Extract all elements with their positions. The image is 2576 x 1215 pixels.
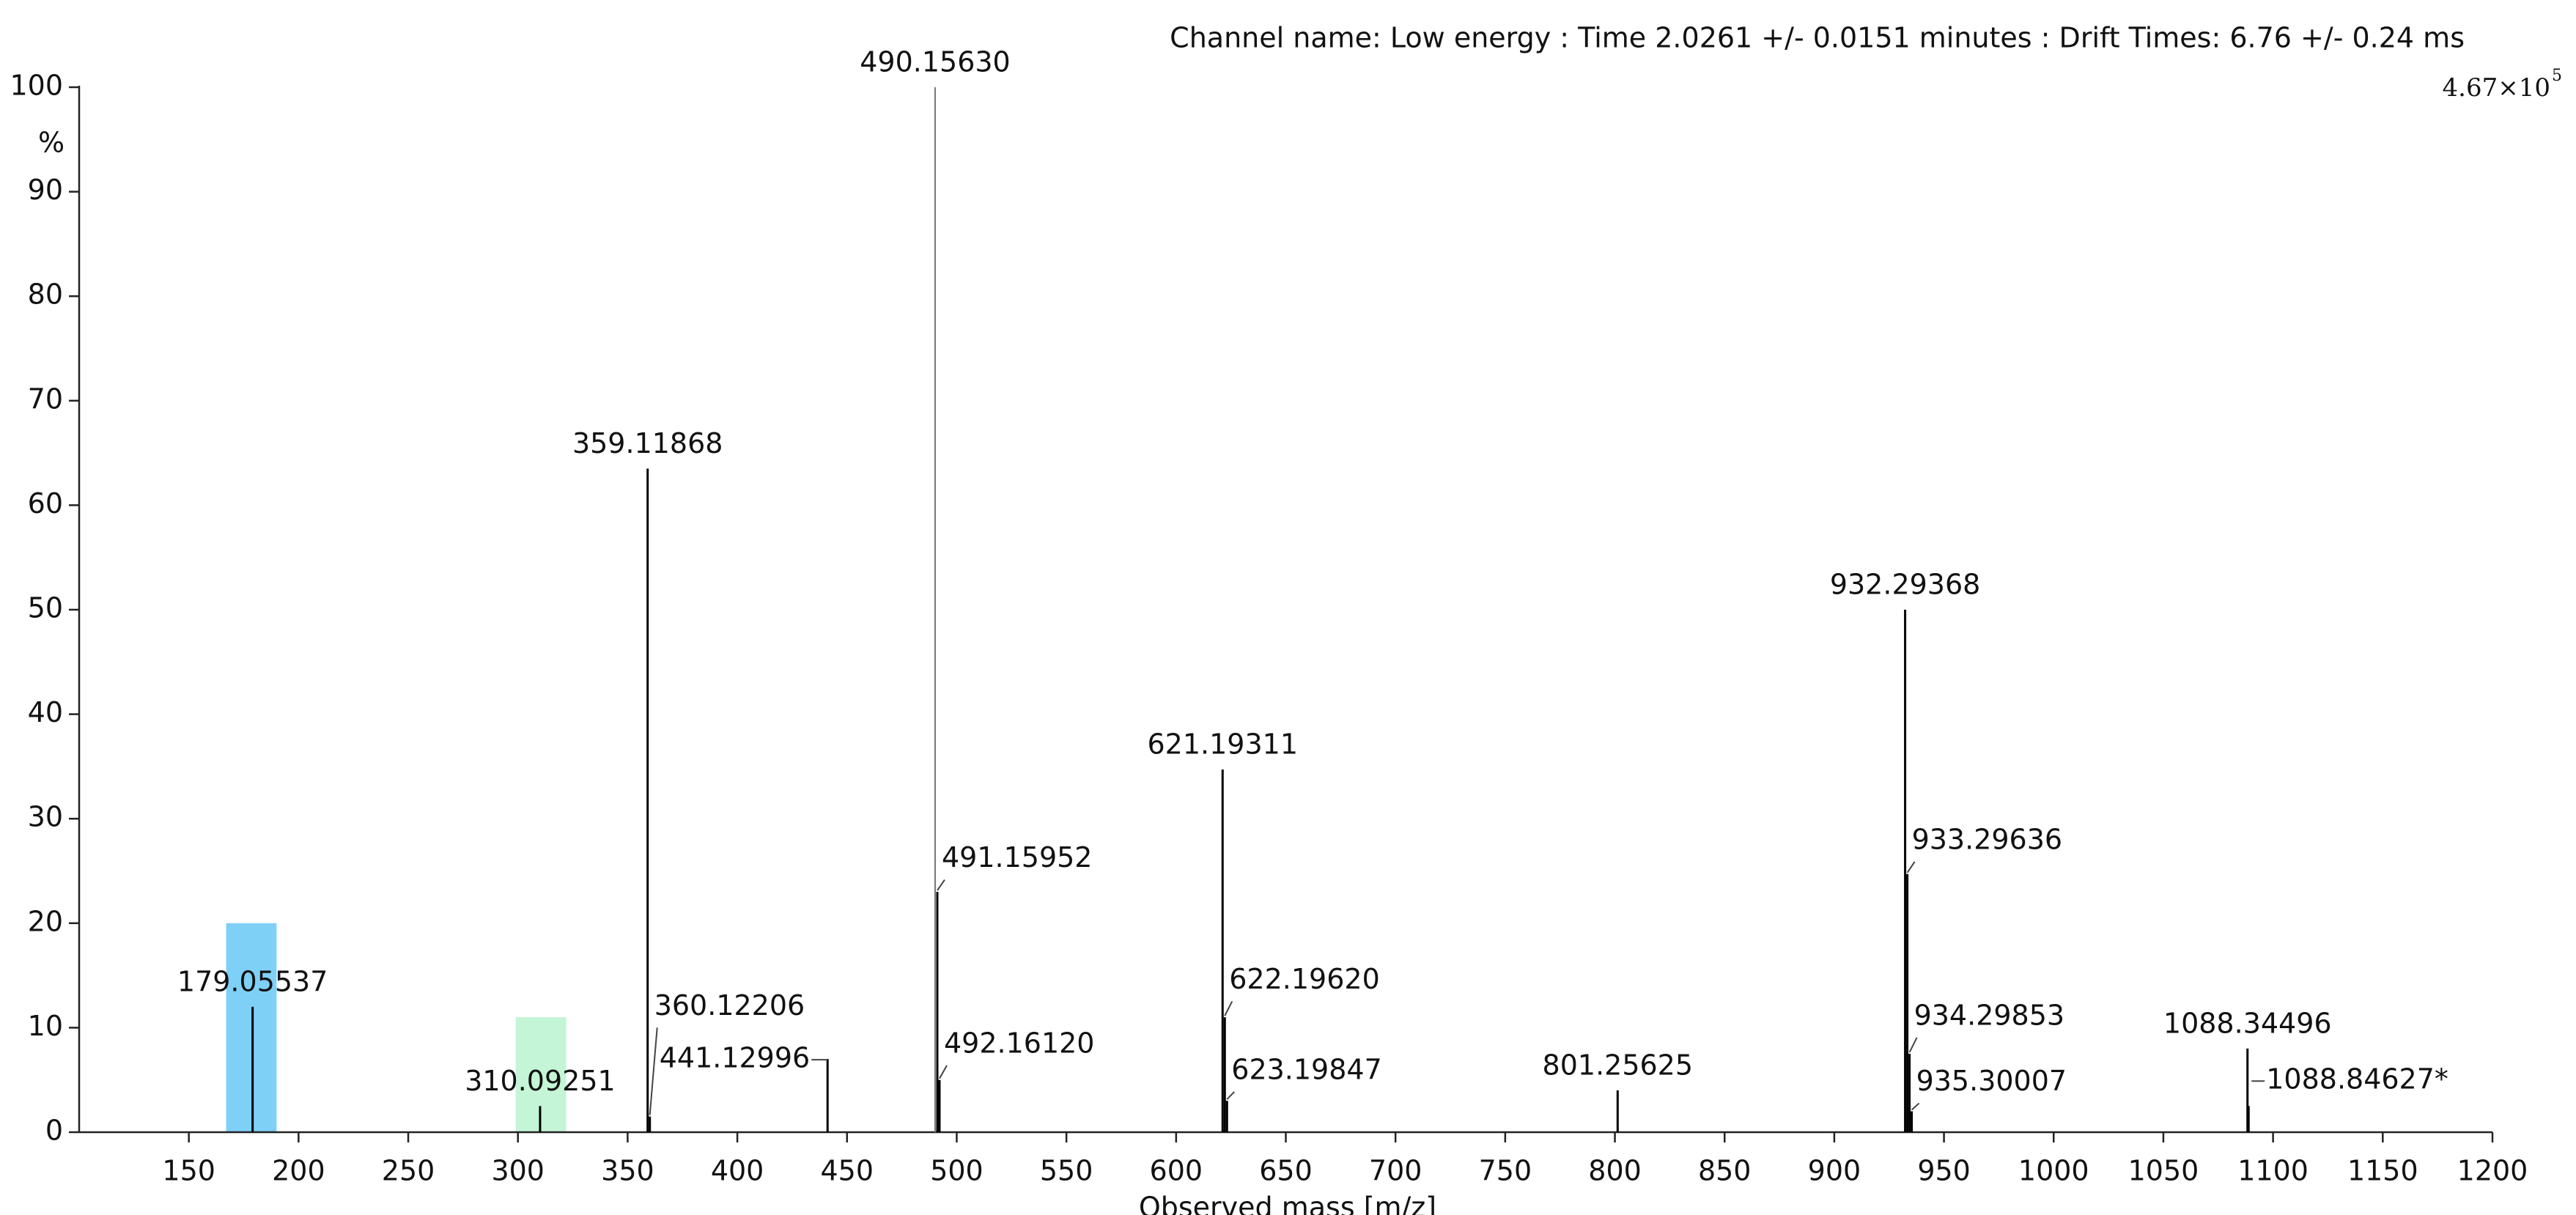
peak-label: 441.12996: [660, 1042, 811, 1074]
peak-label: 935.30007: [1916, 1065, 2067, 1097]
x-tick-label: 450: [821, 1155, 874, 1187]
chart-title: Channel name: Low energy : Time 2.0261 +…: [1170, 22, 2465, 54]
peak-label: 621.19311: [1148, 728, 1299, 761]
leader: [1911, 1102, 1920, 1111]
y-tick-label: 100: [10, 70, 63, 102]
x-tick-label: 150: [162, 1155, 215, 1187]
x-axis-label: Observed mass [m/z]: [1139, 1192, 1436, 1215]
leader: [1224, 1001, 1233, 1016]
peak-label: 801.25625: [1543, 1049, 1694, 1081]
x-tick-label: 1050: [2128, 1155, 2199, 1187]
x-tick-label: 250: [382, 1155, 435, 1187]
x-tick-label: 1100: [2237, 1155, 2309, 1187]
x-tick-label: 750: [1479, 1155, 1532, 1187]
leader: [937, 879, 945, 891]
peak-label: 359.11868: [572, 427, 723, 459]
x-tick-label: 1200: [2457, 1155, 2528, 1187]
peak-label: 932.29368: [1830, 569, 1981, 601]
x-tick-label: 900: [1808, 1155, 1861, 1187]
x-tick-label: 400: [711, 1155, 764, 1187]
peak-label: 934.29853: [1914, 999, 2065, 1031]
peak-label: 491.15952: [942, 841, 1093, 874]
peak-label: 1088.34496: [2163, 1007, 2332, 1039]
y-tick-label: 80: [28, 278, 63, 311]
y-tick-label: 50: [28, 592, 63, 624]
leader: [1908, 1037, 1918, 1053]
y-tick-label: 10: [28, 1010, 63, 1042]
intensity-scale-exponent: 5: [2552, 67, 2562, 85]
y-axis-label: %: [38, 127, 64, 159]
x-tick-label: 650: [1259, 1155, 1313, 1187]
x-tick-label: 1150: [2347, 1155, 2418, 1187]
peak-label: 492.16120: [944, 1027, 1095, 1059]
leader: [649, 1027, 658, 1115]
peak-label: 623.19847: [1231, 1053, 1382, 1085]
leader: [939, 1065, 948, 1079]
y-tick-label: 60: [28, 487, 63, 520]
leader: [1226, 1091, 1235, 1100]
y-tick-label: 30: [28, 801, 63, 833]
x-tick-label: 550: [1040, 1155, 1093, 1187]
x-tick-label: 200: [272, 1155, 325, 1187]
leader: [1906, 861, 1916, 874]
peak-label: 933.29636: [1912, 823, 2063, 855]
peak-label: 179.05537: [177, 965, 328, 997]
y-tick-label: 90: [28, 174, 63, 206]
x-tick-label: 300: [491, 1155, 545, 1187]
x-tick-label: 700: [1369, 1155, 1422, 1187]
peak-label: 1088.84627*: [2266, 1063, 2448, 1096]
x-tick-label: 600: [1150, 1155, 1203, 1187]
intensity-scale: 4.67×10: [2443, 73, 2550, 103]
x-tick-label: 850: [1698, 1155, 1752, 1187]
peak-label: 310.09251: [465, 1065, 616, 1097]
peak-label: 622.19620: [1229, 963, 1380, 995]
x-tick-label: 1000: [2018, 1155, 2089, 1187]
peak-label: 490.15630: [860, 46, 1011, 78]
x-tick-label: 500: [930, 1155, 983, 1187]
y-tick-label: 70: [28, 383, 63, 415]
y-tick-label: 0: [45, 1115, 63, 1147]
y-tick-label: 20: [28, 905, 63, 937]
x-tick-label: 800: [1588, 1155, 1642, 1187]
x-tick-label: 950: [1917, 1155, 1971, 1187]
y-tick-label: 40: [28, 696, 63, 728]
peak-label: 360.12206: [654, 989, 805, 1022]
x-tick-label: 350: [601, 1155, 654, 1187]
highlight: [226, 923, 277, 1132]
